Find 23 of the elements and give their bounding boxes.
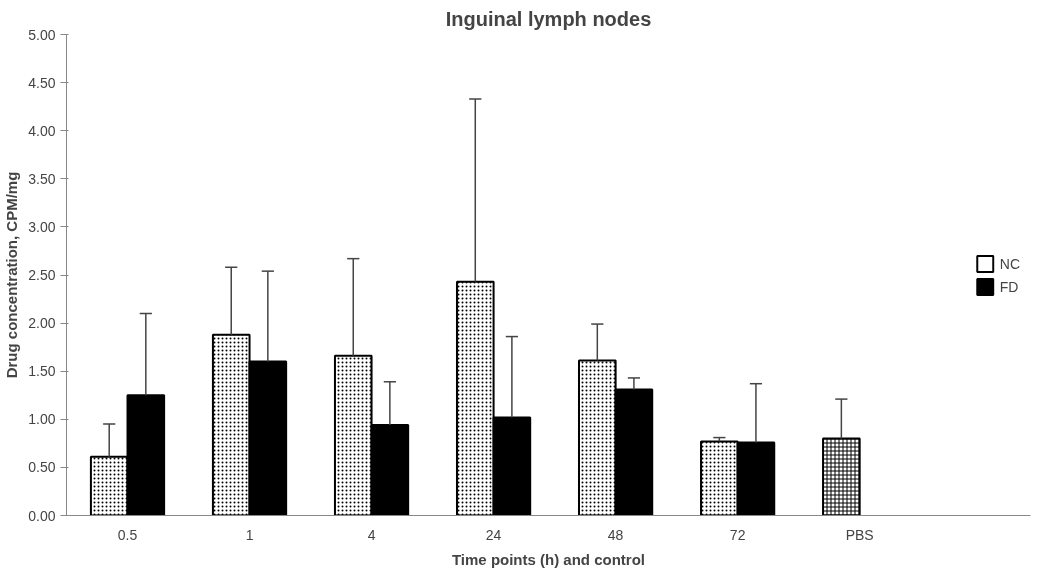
x-axis-title: Time points (h) and control <box>451 550 646 568</box>
y-tick-label: 0.50 <box>28 459 56 476</box>
x-tick-label: 48 <box>607 526 624 543</box>
x-tick-label: 72 <box>729 526 746 543</box>
y-tick-label: 5.00 <box>28 26 56 43</box>
x-tick-label: 24 <box>485 526 502 543</box>
y-tick-label: 0.00 <box>28 507 56 524</box>
y-tick-label: 3.50 <box>28 170 56 187</box>
y-tick-label: 4.50 <box>28 74 56 91</box>
y-axis-title: Drug concentration, CPM/mg <box>3 171 21 379</box>
y-tick-label: 1.00 <box>28 411 56 428</box>
legend-label: NC <box>999 255 1020 271</box>
x-tick-label: 0.5 <box>117 526 138 543</box>
y-tick-label: 3.00 <box>28 218 56 235</box>
y-tick-label: 2.50 <box>28 267 56 283</box>
x-tick-label: 1 <box>245 526 254 543</box>
y-tick-label: 2.00 <box>28 315 56 332</box>
x-tick-label: 4 <box>367 526 376 543</box>
legend-label: FD <box>999 278 1020 294</box>
y-tick-label: 4.00 <box>28 122 56 139</box>
x-tick-label: PBS <box>845 526 874 543</box>
y-tick-label: 1.50 <box>28 363 56 380</box>
chart-title: Inguinal lymph nodes <box>445 7 652 30</box>
